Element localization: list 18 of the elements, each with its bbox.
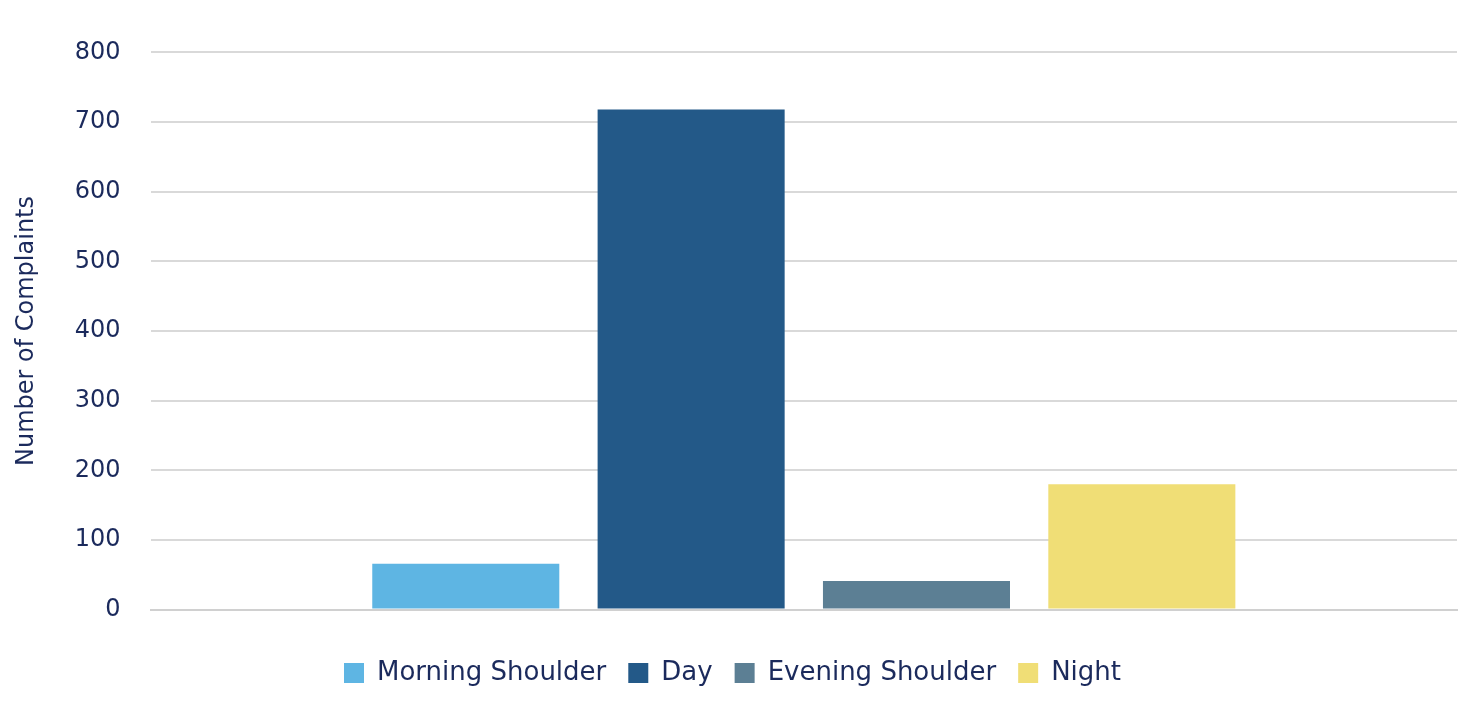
y-tick-label: 100 <box>74 524 121 553</box>
bar <box>372 563 560 609</box>
y-tick-label: 800 <box>74 36 121 65</box>
y-tick-label: 500 <box>74 245 121 274</box>
bar <box>597 109 785 609</box>
y-tick-label: 600 <box>74 175 121 204</box>
y-tick-label: 700 <box>74 106 121 135</box>
y-tick-label: 300 <box>74 384 121 413</box>
bar <box>822 581 1010 609</box>
legend-label: Morning Shoulder <box>376 655 607 686</box>
y-tick-label: 0 <box>105 593 121 622</box>
y-axis-title: Number of Complaints <box>10 195 39 467</box>
y-tick-label: 400 <box>74 315 121 344</box>
legend-label: Night <box>1051 655 1122 686</box>
y-tick-label: 200 <box>74 454 121 483</box>
bar <box>1048 484 1236 609</box>
legend-label: Day <box>661 655 713 686</box>
legend-label: Evening Shoulder <box>767 655 997 686</box>
